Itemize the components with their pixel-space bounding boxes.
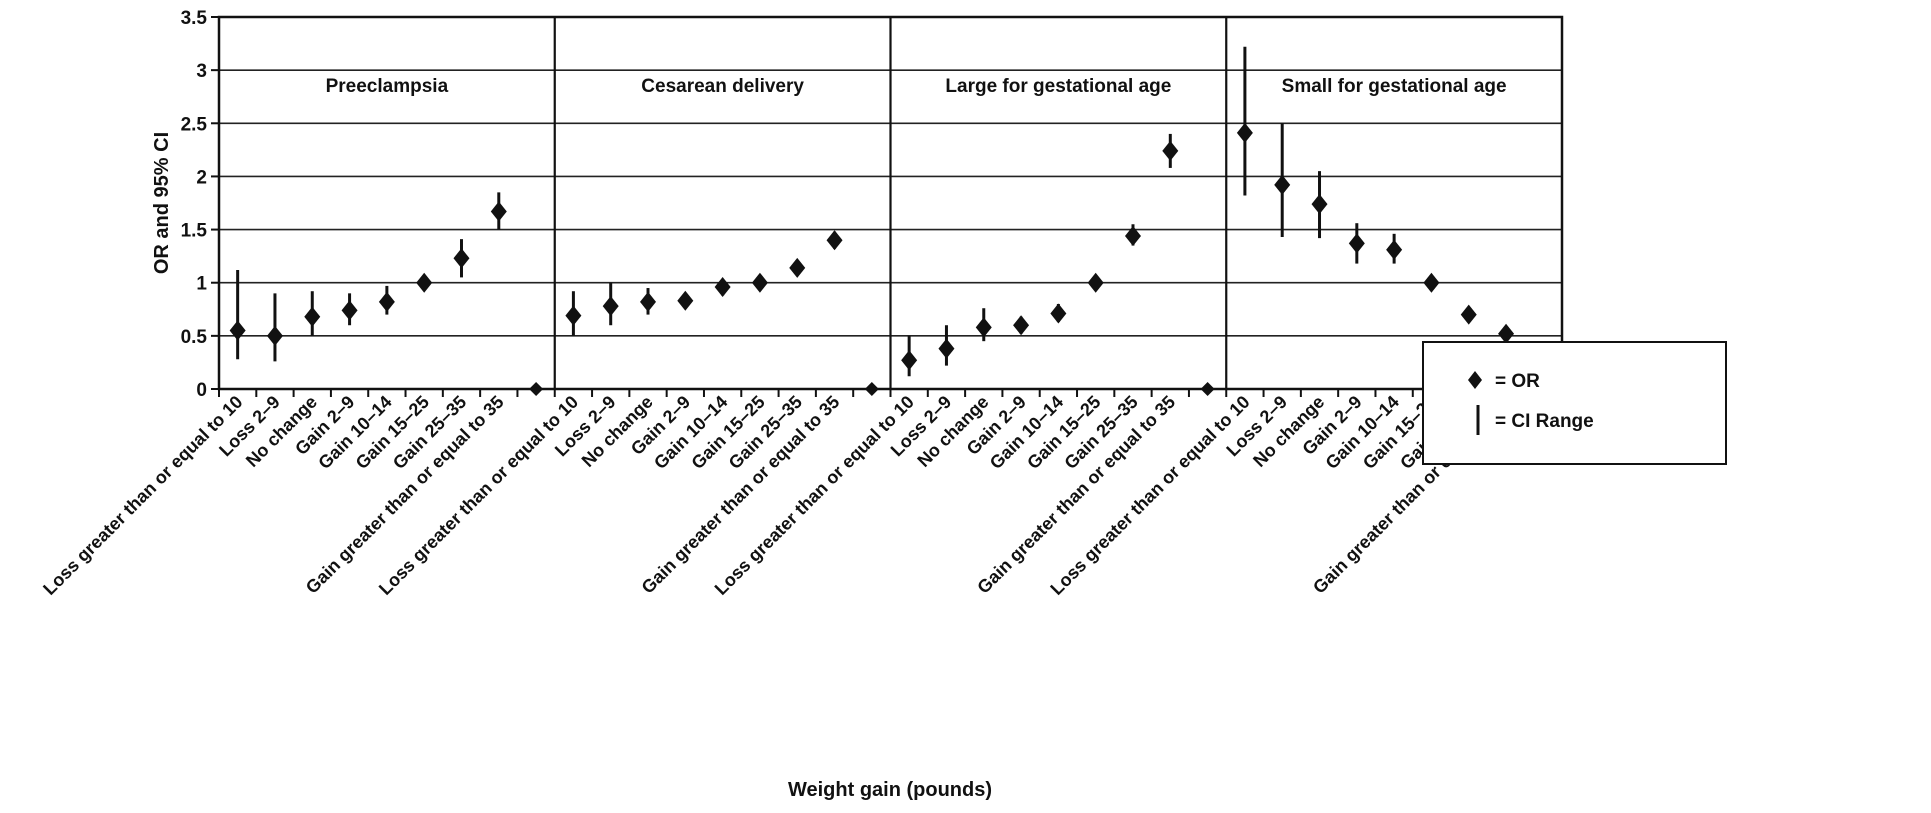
- legend: = OR = CI Range: [1422, 341, 1727, 465]
- or-point: [1498, 323, 1515, 344]
- or-point: [1460, 304, 1477, 325]
- y-tick-label: 2.5: [181, 114, 208, 135]
- or-point: [677, 290, 694, 311]
- or-point: [1013, 315, 1030, 336]
- or-point: [378, 291, 395, 312]
- y-tick-label: 2: [196, 167, 207, 188]
- or-point: [1162, 140, 1179, 161]
- panels: Preeclampsia Cesarean delivery Large for g…: [326, 17, 1507, 389]
- legend-ci-label: = CI Range: [1495, 411, 1594, 432]
- or-point: [266, 325, 283, 346]
- or-point: [341, 300, 358, 321]
- or-point: [826, 230, 843, 251]
- panel-title: Preeclampsia: [326, 76, 449, 97]
- or-point: [1423, 272, 1440, 293]
- or-point: [229, 320, 246, 341]
- y-tick-label: 1.5: [181, 221, 208, 242]
- or-point: [1311, 194, 1328, 215]
- or-point: [640, 291, 657, 312]
- or-point: [975, 317, 992, 338]
- legend-or-marker: [1468, 371, 1482, 389]
- panel-title: Small for gestational age: [1282, 76, 1507, 97]
- y-tick-label: 0.5: [181, 327, 208, 348]
- or-point: [1087, 272, 1104, 293]
- plot-frame: [217, 15, 1564, 391]
- or-point: [938, 338, 955, 359]
- or-point: [751, 272, 768, 293]
- or-point: [602, 296, 619, 317]
- or-point: [1124, 225, 1141, 246]
- panel-title: Large for gestational age: [945, 76, 1171, 97]
- y-axis-title: OR and 95% CI: [151, 132, 173, 274]
- or-point: [1050, 303, 1067, 324]
- y-tick-label: 1: [196, 274, 207, 295]
- or-point: [901, 350, 918, 371]
- or-point: [1274, 174, 1291, 195]
- or-point: [304, 306, 321, 327]
- or-point: [1386, 239, 1403, 260]
- or-point: [1348, 233, 1365, 254]
- or-point: [416, 272, 433, 293]
- y-axis-ticks: 0 0.5 1 1.5 2 2.5 3 3.5: [181, 8, 219, 401]
- x-tick-label: Loss greater than or equal to 10: [39, 392, 246, 599]
- or-point: [453, 248, 470, 269]
- or-point: [714, 276, 731, 297]
- panel-title: Cesarean delivery: [641, 76, 804, 97]
- data-marks: [229, 46, 1515, 396]
- legend-box: [1422, 341, 1727, 465]
- or-point: [490, 201, 507, 222]
- or-point: [789, 257, 806, 278]
- or-point: [1236, 122, 1253, 143]
- legend-or-label: = OR: [1495, 371, 1540, 392]
- or-point: [565, 305, 582, 326]
- y-tick-label: 3: [196, 61, 207, 82]
- y-tick-label: 0: [196, 380, 207, 401]
- x-axis-title: Weight gain (pounds): [788, 779, 992, 801]
- y-tick-label: 3.5: [181, 8, 208, 29]
